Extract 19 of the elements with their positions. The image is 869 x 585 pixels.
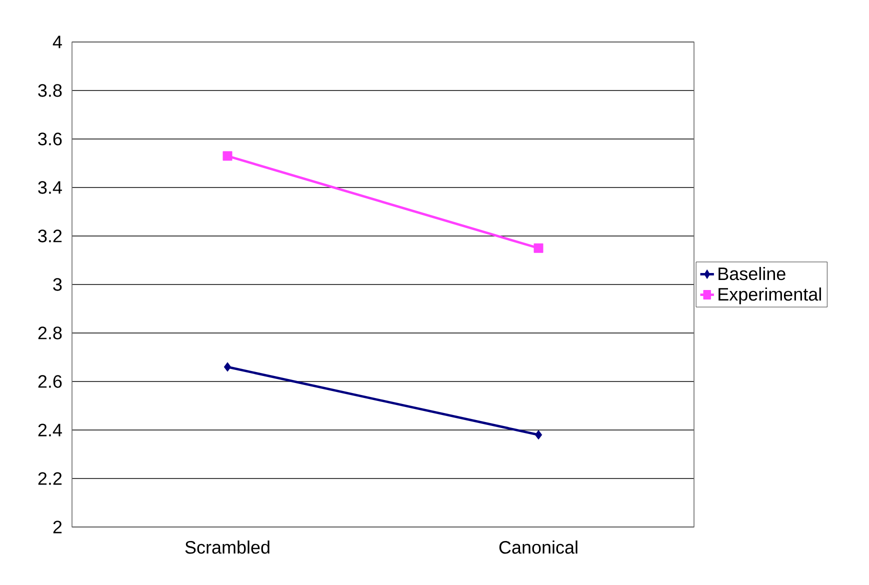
y-tick-label: 2.8 [38,326,62,340]
y-tick-label: 2.2 [38,472,62,485]
y-tick-label: 3.2 [38,230,62,242]
point [222,151,232,161]
y-tick-label: 3 [53,278,62,291]
point [224,362,232,372]
point [534,430,542,440]
x-tick-label: Canonical [499,540,578,554]
x-tick-label: Scrambled [185,540,270,554]
point [534,243,544,253]
y-tick-label: 2.6 [38,375,62,388]
y-tick-label: 2.4 [38,424,62,436]
y-tick-label: 3.8 [38,84,62,97]
y-tick-label: 2 [53,520,62,534]
legend-label: Experimental [718,287,821,304]
legend-label: Baseline [718,266,786,280]
y-tick-label: 3.6 [38,132,62,146]
y-tick-label: 3.4 [38,181,62,194]
y-tick-label: 4 [52,36,62,48]
